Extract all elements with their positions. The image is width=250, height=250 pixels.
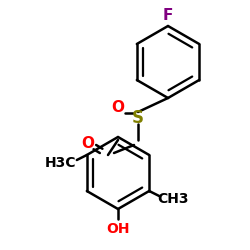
Text: H3C: H3C xyxy=(45,156,76,170)
Text: OH: OH xyxy=(106,222,130,236)
Text: F: F xyxy=(163,8,173,24)
Text: CH3: CH3 xyxy=(158,192,189,206)
Text: O: O xyxy=(112,100,124,116)
Text: S: S xyxy=(132,109,144,127)
Text: O: O xyxy=(82,136,94,150)
